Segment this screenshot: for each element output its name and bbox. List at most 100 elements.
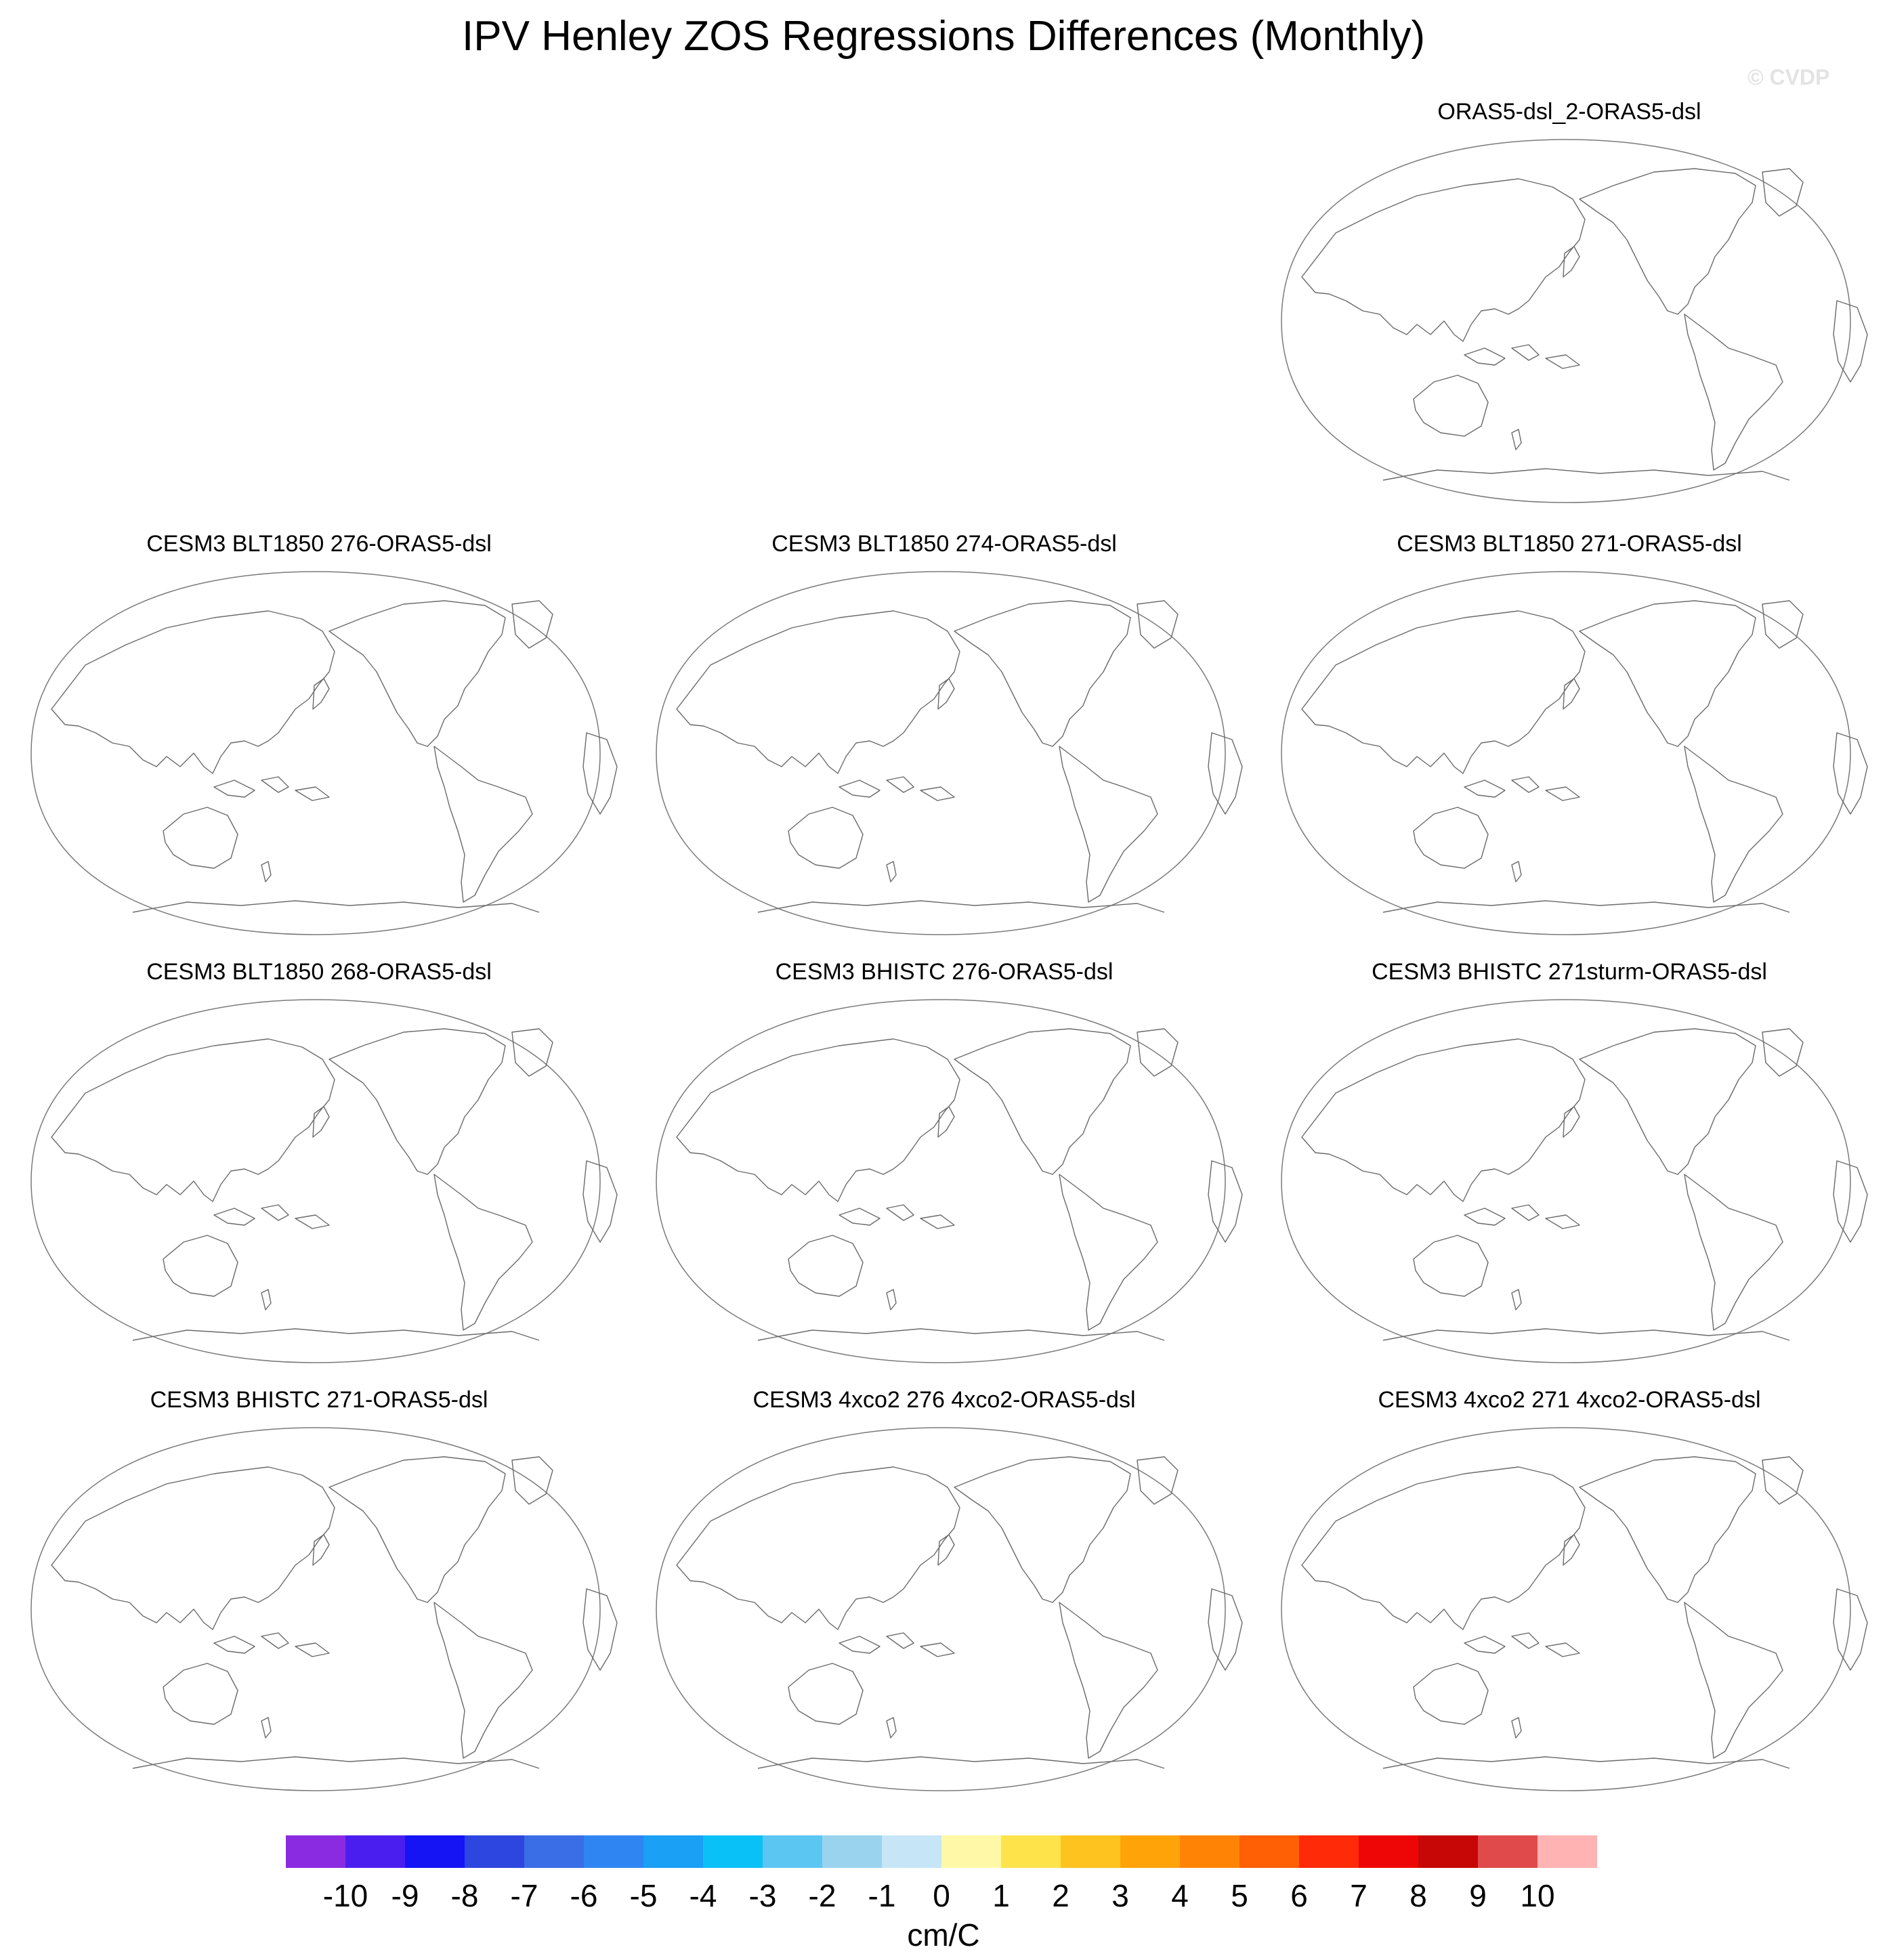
coastlines bbox=[1301, 1028, 1868, 1341]
coastline bbox=[132, 1328, 540, 1341]
coastline bbox=[1563, 1106, 1580, 1138]
colorbar-tick-label: 7 bbox=[1350, 1878, 1367, 1913]
colorbar-box bbox=[1359, 1835, 1418, 1868]
coastline bbox=[937, 1534, 955, 1566]
colorbar-box bbox=[524, 1835, 584, 1868]
coastline bbox=[1301, 610, 1586, 774]
map-panel: CESM3 4xco2 271 4xco2-ORAS5-dsl bbox=[1261, 1387, 1878, 1807]
coastline bbox=[1137, 1028, 1179, 1077]
coastline bbox=[1833, 732, 1868, 815]
colorbar-box bbox=[584, 1835, 643, 1868]
coastline bbox=[1579, 600, 1756, 747]
coastline bbox=[1208, 732, 1243, 815]
map-outline bbox=[656, 571, 1226, 935]
coastline bbox=[132, 1756, 540, 1769]
map-panel: CESM3 BLT1850 274-ORAS5-dsl bbox=[636, 531, 1252, 951]
coastline bbox=[920, 1642, 955, 1657]
coastline bbox=[511, 1028, 553, 1077]
coastline bbox=[1059, 1602, 1158, 1759]
coastline bbox=[1511, 429, 1522, 450]
coastline bbox=[1579, 168, 1756, 315]
coastline bbox=[757, 900, 1165, 913]
coastline bbox=[886, 861, 897, 882]
coastline bbox=[328, 1456, 506, 1603]
map-panel: CESM3 BHISTC 276-ORAS5-dsl bbox=[636, 959, 1252, 1379]
coastline bbox=[433, 1174, 533, 1331]
map-outline bbox=[30, 1427, 601, 1791]
colorbar-tick-label: 0 bbox=[933, 1878, 950, 1913]
map-panel: CESM3 BLT1850 268-ORAS5-dsl bbox=[11, 959, 627, 1379]
coastline bbox=[886, 1289, 897, 1311]
coastline bbox=[1563, 246, 1580, 278]
colorbar-tick-label: 5 bbox=[1231, 1878, 1248, 1913]
coastline bbox=[582, 1160, 618, 1243]
colorbar-box bbox=[1538, 1835, 1597, 1868]
colorbar-box bbox=[1478, 1835, 1538, 1868]
coastline bbox=[937, 1106, 955, 1138]
coastline bbox=[937, 678, 955, 710]
coastline bbox=[1762, 1456, 1804, 1505]
coastline bbox=[1413, 1663, 1489, 1725]
world-map bbox=[656, 1427, 1243, 1791]
colorbar-tick-label: -8 bbox=[450, 1878, 479, 1913]
coastline bbox=[886, 1204, 914, 1221]
colorbar-tick-label: -2 bbox=[808, 1878, 836, 1913]
map-panel: CESM3 BHISTC 271-ORAS5-dsl bbox=[11, 1387, 627, 1807]
colorbar-box bbox=[1418, 1835, 1478, 1868]
coastline bbox=[213, 780, 255, 798]
colorbar-tick-label: 3 bbox=[1111, 1878, 1129, 1913]
colorbar-tick-label: -10 bbox=[322, 1878, 368, 1913]
coastline bbox=[1464, 1208, 1506, 1226]
colorbar-box bbox=[1180, 1835, 1239, 1868]
world-map bbox=[1281, 999, 1868, 1363]
figure-title: IPV Henley ZOS Regressions Differences (… bbox=[462, 13, 1425, 60]
colorbar-unit: cm/C bbox=[907, 1917, 980, 1953]
map-outline bbox=[656, 1427, 1226, 1791]
coastline bbox=[788, 807, 864, 869]
coastline bbox=[511, 600, 553, 649]
coastline bbox=[51, 610, 335, 774]
map-panel: CESM3 4xco2 276 4xco2-ORAS5-dsl bbox=[636, 1387, 1252, 1807]
colorbar-box bbox=[405, 1835, 465, 1868]
colorbar-tick-label: -6 bbox=[570, 1878, 598, 1913]
colorbar bbox=[286, 1835, 1597, 1868]
coastline bbox=[163, 807, 238, 869]
coastline bbox=[1464, 1636, 1506, 1654]
coastline bbox=[1511, 344, 1540, 361]
world-map bbox=[30, 999, 618, 1363]
coastline bbox=[1579, 1028, 1756, 1175]
coastline bbox=[213, 1208, 255, 1226]
colorbar-box bbox=[1061, 1835, 1120, 1868]
coastline bbox=[1684, 746, 1783, 903]
coastline bbox=[1833, 1160, 1868, 1243]
coastline bbox=[163, 1235, 238, 1297]
coastlines bbox=[51, 600, 618, 913]
coastlines bbox=[51, 1028, 618, 1341]
coastline bbox=[312, 1106, 330, 1138]
coastline bbox=[328, 1028, 506, 1175]
colorbar-box bbox=[1001, 1835, 1061, 1868]
coastline bbox=[328, 600, 506, 747]
world-map bbox=[656, 999, 1243, 1363]
colorbar-tick-label: -3 bbox=[748, 1878, 777, 1913]
colorbar-labels: -10 -9 -8 -7 -6 -5 -4 -3 -2 -1 0 1 2 3 4 5 6 7 8 9 10 bbox=[0, 1877, 1887, 1918]
colorbar-tick-label: -9 bbox=[391, 1878, 419, 1913]
coastline bbox=[1833, 1588, 1868, 1671]
coastline bbox=[582, 1588, 618, 1671]
coastlines bbox=[51, 1456, 618, 1769]
panel-title: CESM3 BLT1850 276-ORAS5-dsl bbox=[146, 531, 492, 557]
world-map bbox=[30, 1427, 618, 1791]
coastline bbox=[954, 1456, 1131, 1603]
coastline bbox=[1413, 807, 1489, 869]
map-panel: CESM3 BLT1850 271-ORAS5-dsl bbox=[1261, 531, 1878, 951]
coastline bbox=[1579, 1456, 1756, 1603]
map-outline bbox=[30, 999, 601, 1363]
coastline bbox=[954, 600, 1131, 747]
coastline bbox=[676, 1466, 960, 1630]
coastline bbox=[886, 776, 914, 793]
colorbar-tick-label: 1 bbox=[992, 1878, 1010, 1913]
coastline bbox=[1059, 1174, 1158, 1331]
coastline bbox=[1382, 468, 1790, 481]
coastline bbox=[295, 1642, 330, 1657]
coastline bbox=[757, 1756, 1165, 1769]
